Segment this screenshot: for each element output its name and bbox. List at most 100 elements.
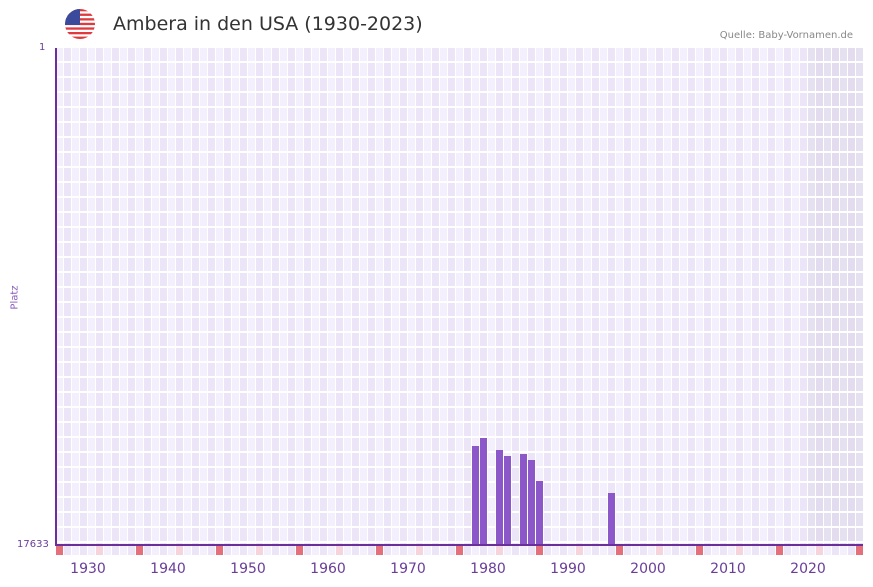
year-marker	[664, 546, 671, 555]
x-tick-label: 1980	[470, 561, 506, 577]
grid-column	[176, 48, 184, 545]
grid-column	[624, 48, 632, 545]
grid-column	[712, 48, 720, 545]
grid-column	[512, 48, 520, 545]
year-marker	[624, 546, 631, 555]
bar-1980[interactable]	[472, 445, 479, 545]
grid-column	[144, 48, 152, 545]
year-marker	[520, 546, 527, 555]
year-marker	[808, 546, 815, 555]
us-flag-icon	[65, 9, 95, 39]
bar-1984[interactable]	[504, 455, 511, 545]
grid-column	[808, 48, 816, 545]
year-marker	[280, 546, 287, 555]
grid-column	[488, 48, 496, 545]
x-tick-label: 1930	[70, 561, 106, 577]
year-marker	[584, 546, 591, 555]
grid-column	[128, 48, 136, 545]
year-marker	[232, 546, 239, 555]
grid-column	[184, 48, 192, 545]
year-marker	[248, 546, 255, 555]
year-marker	[568, 546, 575, 555]
bar-1987[interactable]	[528, 459, 535, 545]
year-marker	[104, 546, 111, 555]
bar-1988[interactable]	[536, 480, 543, 545]
year-marker	[296, 546, 303, 555]
bar-1986[interactable]	[520, 453, 527, 545]
grid-column	[688, 48, 696, 545]
year-marker	[152, 546, 159, 555]
year-marker	[800, 546, 807, 555]
grid-column	[352, 48, 360, 545]
year-marker	[360, 546, 367, 555]
grid-column	[792, 48, 800, 545]
grid-column	[200, 48, 208, 545]
x-axis-line	[55, 544, 863, 546]
year-marker	[648, 546, 655, 555]
year-marker	[776, 546, 783, 555]
year-marker	[504, 546, 511, 555]
year-marker	[336, 546, 343, 555]
grid-column	[192, 48, 200, 545]
year-marker	[640, 546, 647, 555]
year-marker	[168, 546, 175, 555]
year-marker	[224, 546, 231, 555]
year-marker	[544, 546, 551, 555]
bar-1981[interactable]	[480, 437, 487, 545]
bar-1997[interactable]	[608, 492, 615, 545]
grid-column	[680, 48, 688, 545]
grid-column	[72, 48, 80, 545]
grid-column	[368, 48, 376, 545]
grid-column	[96, 48, 104, 545]
grid-column	[600, 48, 608, 545]
year-marker	[488, 546, 495, 555]
year-marker	[672, 546, 679, 555]
year-marker	[616, 546, 623, 555]
grid-column	[376, 48, 384, 545]
year-marker	[200, 546, 207, 555]
bar-1983[interactable]	[496, 449, 503, 545]
grid-column	[456, 48, 464, 545]
year-marker	[768, 546, 775, 555]
x-tick-label: 2020	[790, 561, 826, 577]
grid-column	[728, 48, 736, 545]
grid-column	[520, 48, 528, 545]
year-marker	[240, 546, 247, 555]
year-marker	[560, 546, 567, 555]
grid-column	[784, 48, 792, 545]
year-marker	[288, 546, 295, 555]
grid-column	[320, 48, 328, 545]
y-axis-line	[55, 48, 57, 546]
grid-column	[744, 48, 752, 545]
grid-column	[632, 48, 640, 545]
year-marker	[328, 546, 335, 555]
grid-column	[640, 48, 648, 545]
year-marker	[680, 546, 687, 555]
grid-column	[584, 48, 592, 545]
grid-column	[824, 48, 832, 545]
year-marker	[608, 546, 615, 555]
year-marker	[552, 546, 559, 555]
grid-column	[472, 48, 480, 545]
chart-title: Ambera in den USA (1930-2023)	[113, 13, 423, 35]
grid-column	[312, 48, 320, 545]
grid-column	[384, 48, 392, 545]
x-tick-label: 1950	[230, 561, 266, 577]
year-marker	[760, 546, 767, 555]
year-marker	[312, 546, 319, 555]
year-marker	[496, 546, 503, 555]
year-marker	[704, 546, 711, 555]
grid-column	[280, 48, 288, 545]
grid-column	[216, 48, 224, 545]
year-marker	[784, 546, 791, 555]
source-credit: Quelle: Baby-Vornamen.de	[719, 30, 853, 41]
year-marker	[480, 546, 487, 555]
grid-column	[840, 48, 848, 545]
grid-column	[648, 48, 656, 545]
grid-column	[400, 48, 408, 545]
grid-column	[560, 48, 568, 545]
grid-column	[672, 48, 680, 545]
year-marker	[256, 546, 263, 555]
grid-column	[264, 48, 272, 545]
grid-column	[616, 48, 624, 545]
